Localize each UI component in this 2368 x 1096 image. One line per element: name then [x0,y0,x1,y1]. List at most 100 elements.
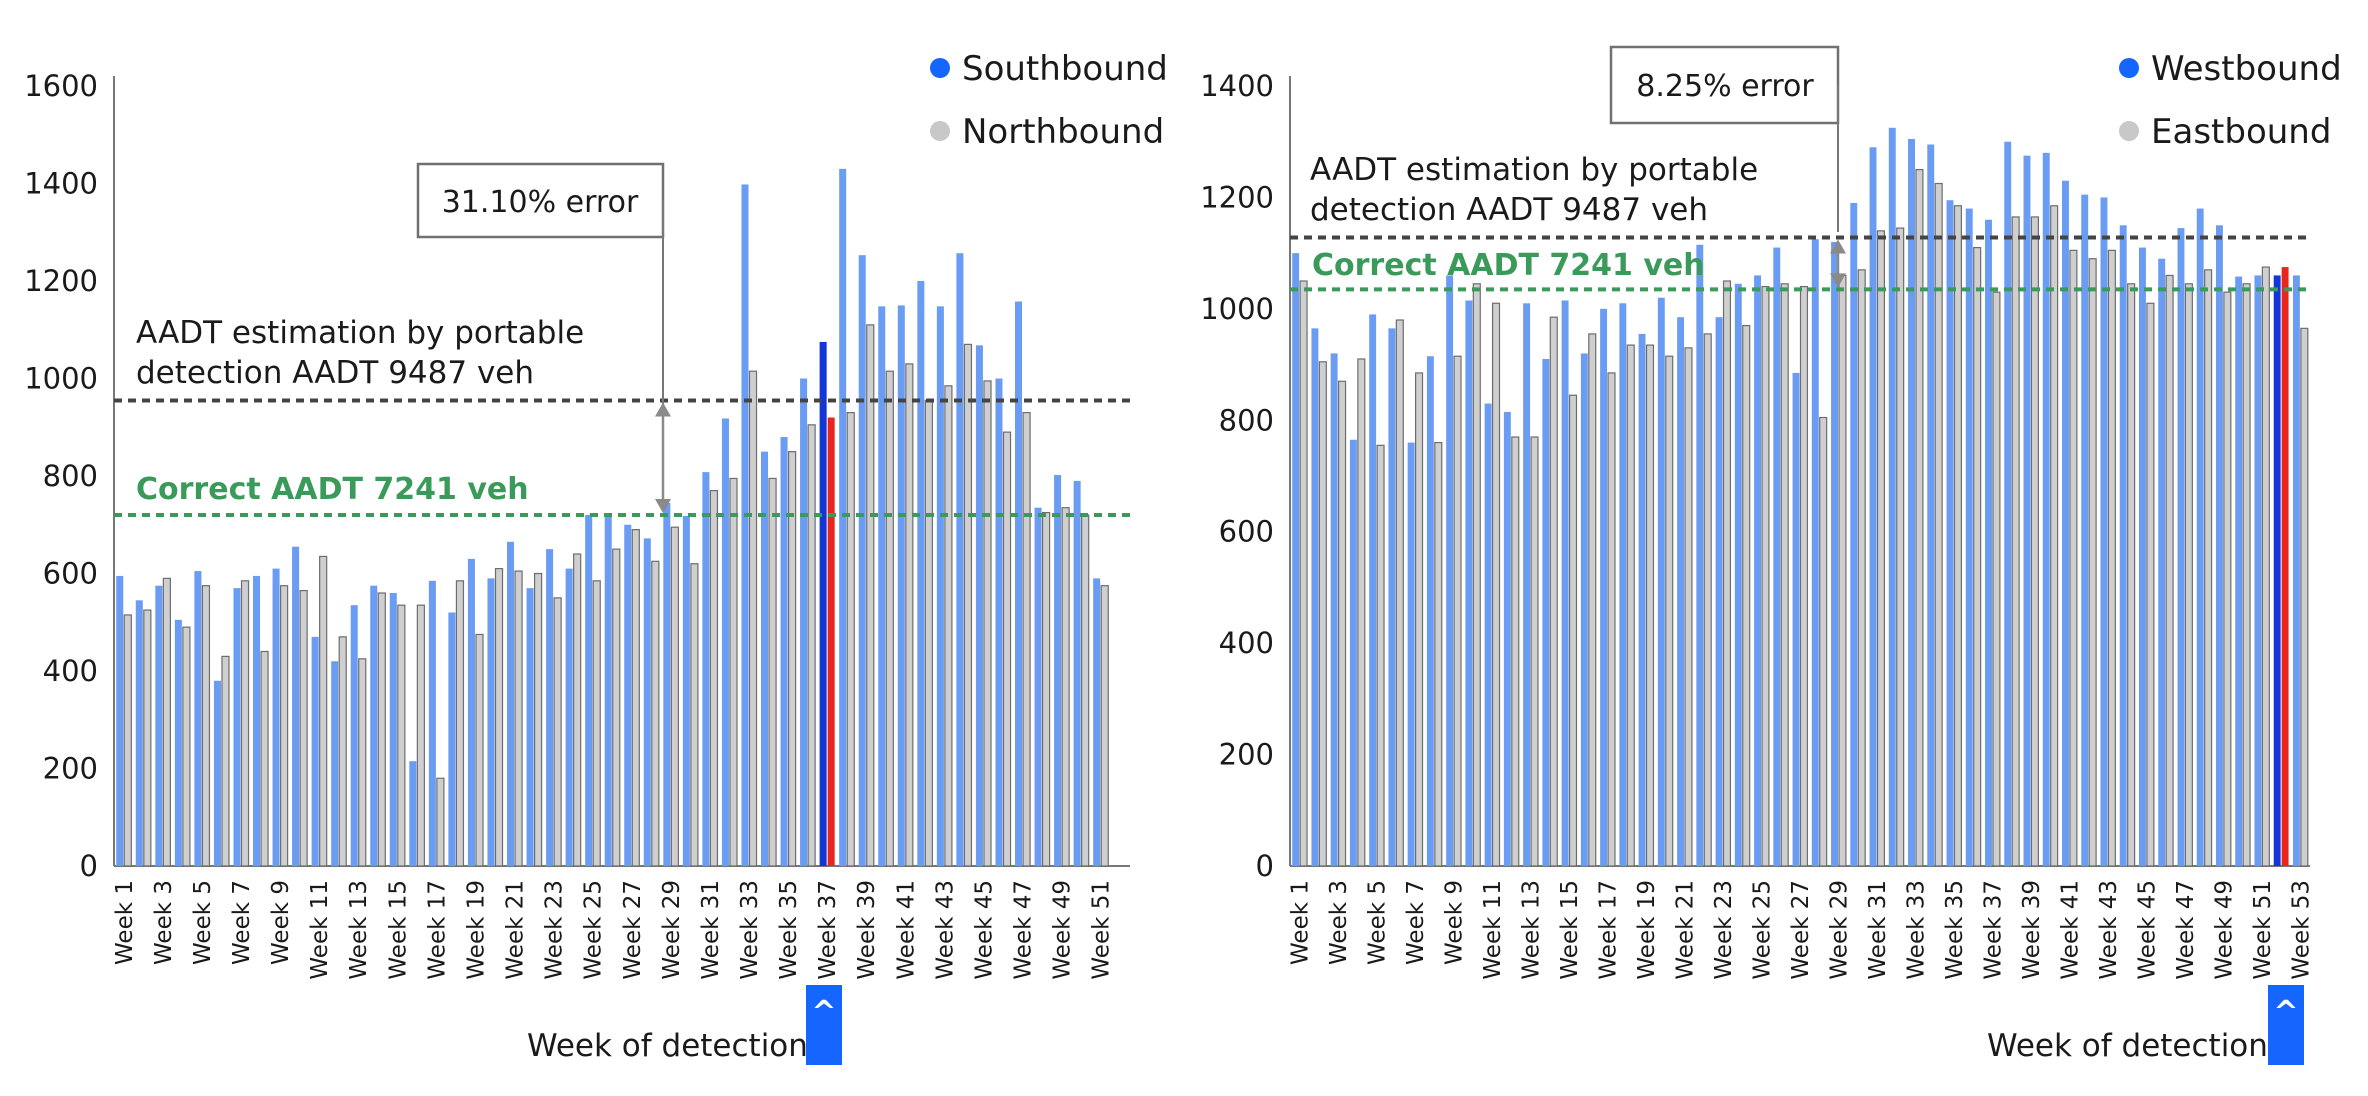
right-bar-westbound [1792,372,1800,866]
right-scroll-button-bg[interactable] [2268,985,2304,1065]
left-bar-southbound [1015,301,1023,867]
right-bar-westbound [2023,155,2031,867]
chevron-up-icon: ^ [811,995,836,1030]
left-bar-northbound [963,343,973,867]
right-x-tick-label: Week 49 [2211,880,2237,980]
right-y-tick-label: 800 [1219,403,1274,437]
left-bar-northbound [299,589,308,867]
right-x-tick-label: Week 19 [1634,880,1660,980]
left-bar-southbound [487,578,495,866]
left-bar-southbound [507,541,515,866]
left-x-tick-label: Week 25 [581,880,607,980]
left-x-tick-label: Week 7 [229,880,255,965]
left-bar-southbound [1034,507,1042,866]
legend-marker-northbound [930,121,950,141]
right-bar-westbound [1638,333,1646,866]
left-bar-northbound [358,658,367,867]
right-x-tick-label: Week 45 [2134,880,2160,980]
left-bar-southbound [428,580,436,866]
left-x-tick-label: Week 49 [1050,880,1076,980]
left-y-tick-label: 1400 [24,167,98,201]
left-y-tick-label: 1600 [24,69,98,103]
right-x-tick-label: Week 23 [1711,880,1737,980]
right-bar-westbound [1908,138,1915,866]
right-bar-eastbound [2261,266,2270,867]
left-bar-southbound [995,378,1003,866]
right-error-box [1609,45,1840,125]
left-bar-southbound [878,306,886,867]
left-scroll-up-button[interactable]: ^ [806,985,842,1065]
right-x-axis-label: Week of detection [1987,1028,2268,1064]
legend-northbound: Northbound [962,112,1164,152]
left-bar-northbound [1002,431,1012,867]
left-y-tick-label: 1200 [24,264,98,298]
left-x-tick-label: Week 17 [424,880,450,980]
right-bar-eastbound [1703,333,1712,867]
right-x-tick-label: Week 7 [1403,880,1429,965]
right-bar-eastbound [1530,436,1539,867]
right-x-tick-label: Week 41 [2057,880,2083,980]
left-bar-northbound [494,568,504,867]
right-bar-eastbound [1876,230,1886,867]
right-bar-westbound [1831,242,1838,866]
right-bar-westbound [1888,127,1896,867]
left-bar-southbound [350,605,358,866]
left-bar-northbound [240,580,250,867]
right-bar-westbound [1484,403,1492,866]
left-bar-northbound [377,592,386,867]
left-bar-southbound [1093,578,1101,866]
left-bar-northbound [729,477,738,867]
right-x-axis: Week 1 Week 3 Week 5 Week 7 Week 9 Week 11 Wee… [1288,880,2315,980]
right-x-tick-label: Week 17 [1596,880,1622,980]
right-bar-eastbound [1626,344,1635,867]
left-bar-northbound [475,633,484,867]
left-bar-northbound [1100,585,1109,867]
left-bar-southbound [1073,480,1081,866]
left-bar-northbound [592,580,601,867]
right-bar-westbound [1407,442,1415,866]
left-x-axis-label: Week of detection [527,1028,808,1064]
left-bar-southbound [936,306,944,867]
left-bar-southbound [116,575,124,866]
left-x-tick-label: Week 27 [620,880,646,980]
left-bar-southbound [233,588,241,866]
right-y-tick-label: 200 [1219,738,1274,772]
left-x-tick-label: Week 23 [542,880,568,980]
right-bar-eastbound [2088,258,2097,867]
left-bar-southbound [761,451,769,866]
left-scroll-button-bg[interactable] [806,985,842,1065]
right-bar-westbound [1388,328,1396,866]
left-x-tick-label: Week 5 [190,880,216,965]
left-x-tick-label: Week 29 [659,880,685,980]
left-y-tick-label: 800 [43,459,98,493]
right-bar-eastbound [1549,316,1558,867]
right-bar-eastbound [1742,324,1751,867]
left-y-axis: 0 200 400 600 800 1000 1200 1400 1600 [24,69,1130,883]
right-scroll-up-button[interactable]: ^ [2268,985,2304,1065]
right-bar-westbound [1600,308,1608,866]
right-x-tick-label: Week 25 [1750,880,1776,980]
left-bar-northbound [787,451,797,867]
left-y-tick-label: 1000 [24,362,98,396]
left-bar-northbound [279,585,289,867]
legend-westbound: Westbound [2151,49,2342,89]
right-bar-eastbound [1684,347,1693,867]
right-x-tick-label: Week 3 [1326,880,1352,965]
right-bar-westbound [1580,353,1588,866]
left-error-arrowhead-bottom [655,499,671,513]
left-x-tick-label: Week 43 [932,880,958,980]
right-bar-westbound [1426,356,1434,866]
left-bar-northbound [553,597,562,867]
left-bar-southbound [370,585,378,866]
left-bar-northbound [944,385,953,867]
right-x-tick-label: Week 5 [1365,880,1391,965]
left-x-tick-label: Week 39 [854,880,880,980]
left-bar-northbound [221,655,230,867]
left-bar-southbound [780,437,788,866]
legend-marker-westbound [2119,58,2139,78]
right-x-tick-label: Week 13 [1519,880,1545,980]
left-bar-southbound [213,680,221,866]
left-bar-northbound [846,412,855,867]
left-bar-southbound [467,558,475,866]
